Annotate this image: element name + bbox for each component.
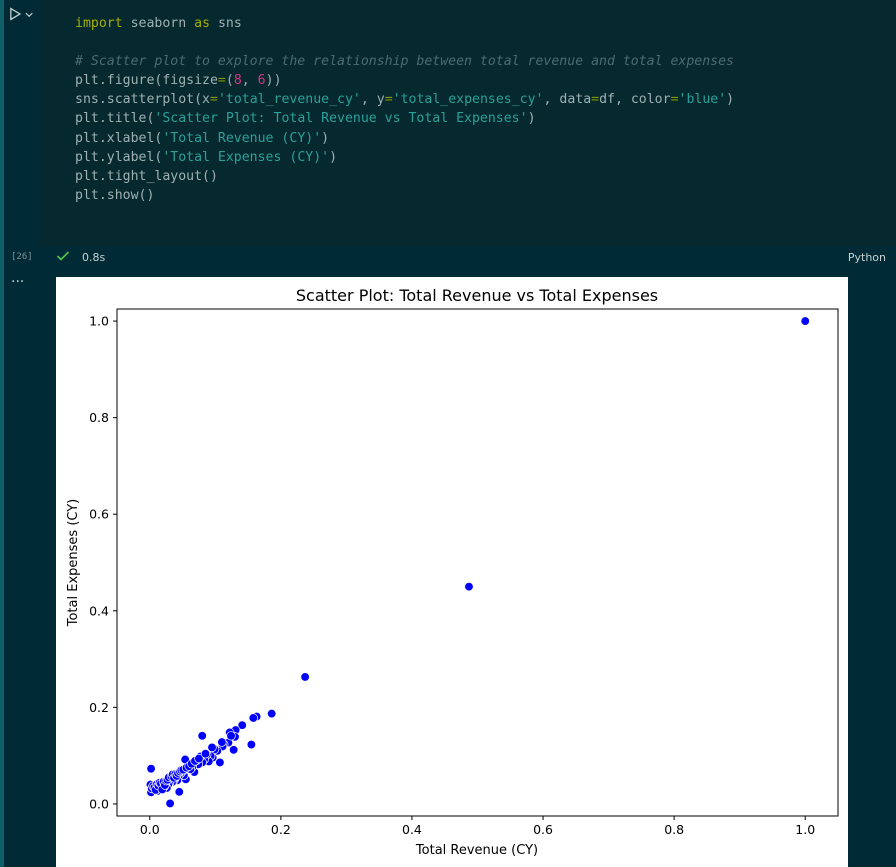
code-line[interactable]: plt.figure(figsize=(8, 6)) bbox=[75, 73, 282, 89]
code-line[interactable]: sns.scatterplot(x='total_revenue_cy', y=… bbox=[75, 92, 735, 108]
data-points bbox=[145, 316, 810, 809]
data-point bbox=[146, 764, 156, 774]
code-line[interactable]: plt.ylabel('Total Expenses (CY)') bbox=[75, 149, 338, 165]
language-indicator[interactable]: Python bbox=[847, 251, 886, 264]
code-text[interactable]: import seaborn as sns # Scatter plot to … bbox=[75, 14, 734, 205]
code-line[interactable]: plt.xlabel('Total Revenue (CY)') bbox=[75, 130, 330, 146]
code-line[interactable]: plt.tight_layout() bbox=[75, 168, 218, 184]
data-point bbox=[237, 720, 247, 730]
data-point bbox=[267, 708, 277, 719]
data-point bbox=[174, 787, 184, 797]
y-tick-label: 0.4 bbox=[89, 603, 109, 618]
data-point bbox=[800, 316, 810, 326]
x-tick-label: 0.2 bbox=[271, 822, 291, 837]
play-icon bbox=[10, 7, 22, 21]
code-line[interactable]: plt.show() bbox=[75, 187, 155, 203]
data-point bbox=[246, 739, 257, 750]
data-point bbox=[215, 757, 225, 768]
ellipsis-icon[interactable]: ··· bbox=[11, 274, 25, 290]
chevron-down-icon[interactable] bbox=[25, 10, 33, 19]
y-axis-label: Total Expenses (CY) bbox=[66, 499, 81, 628]
x-axis: 0.0 0.2 0.4 0.6 0.8 1.0 bbox=[140, 816, 815, 837]
run-cell-button[interactable] bbox=[9, 6, 33, 22]
code-line[interactable]: plt.title('Scatter Plot: Total Revenue v… bbox=[75, 111, 536, 127]
x-tick-label: 0.8 bbox=[664, 822, 684, 837]
data-point bbox=[226, 731, 236, 741]
plot-frame bbox=[116, 308, 839, 817]
data-point bbox=[300, 672, 310, 682]
data-point bbox=[217, 737, 227, 747]
x-tick-label: 1.0 bbox=[795, 822, 815, 837]
execution-duration: 0.8s bbox=[82, 251, 106, 264]
code-line[interactable]: import seaborn as sns bbox=[75, 16, 242, 31]
data-point bbox=[248, 713, 258, 723]
data-point bbox=[165, 798, 175, 809]
data-point bbox=[200, 749, 211, 759]
y-tick-label: 0.8 bbox=[89, 410, 109, 425]
output-focus-rail bbox=[0, 268, 4, 867]
code-line[interactable]: # Scatter plot to explore the relationsh… bbox=[75, 54, 734, 70]
y-axis: 0.0 0.2 0.4 0.6 0.8 1.0 bbox=[89, 314, 117, 811]
cell-output: Scatter Plot: Total Revenue vs Total Exp… bbox=[56, 277, 848, 867]
cell-status-bar: [26] 0.8s Python bbox=[0, 246, 896, 268]
check-icon bbox=[56, 251, 70, 261]
execution-count: [26] bbox=[11, 252, 33, 262]
x-axis-label: Total Revenue (CY) bbox=[415, 843, 538, 858]
data-point bbox=[207, 742, 217, 753]
data-point bbox=[197, 731, 207, 741]
y-tick-label: 0.2 bbox=[89, 700, 109, 715]
x-tick-label: 0.0 bbox=[140, 822, 160, 837]
chart-title: Scatter Plot: Total Revenue vs Total Exp… bbox=[296, 286, 658, 305]
data-point bbox=[194, 753, 204, 764]
data-point bbox=[464, 581, 474, 592]
data-point bbox=[229, 745, 239, 755]
x-tick-label: 0.6 bbox=[533, 822, 553, 837]
y-tick-label: 0.6 bbox=[89, 507, 109, 522]
y-tick-label: 0.0 bbox=[89, 796, 109, 811]
x-tick-label: 0.4 bbox=[402, 822, 422, 837]
y-tick-label: 1.0 bbox=[89, 314, 109, 329]
scatter-chart: Scatter Plot: Total Revenue vs Total Exp… bbox=[66, 286, 839, 858]
code-editor[interactable]: import seaborn as sns # Scatter plot to … bbox=[40, 0, 896, 246]
